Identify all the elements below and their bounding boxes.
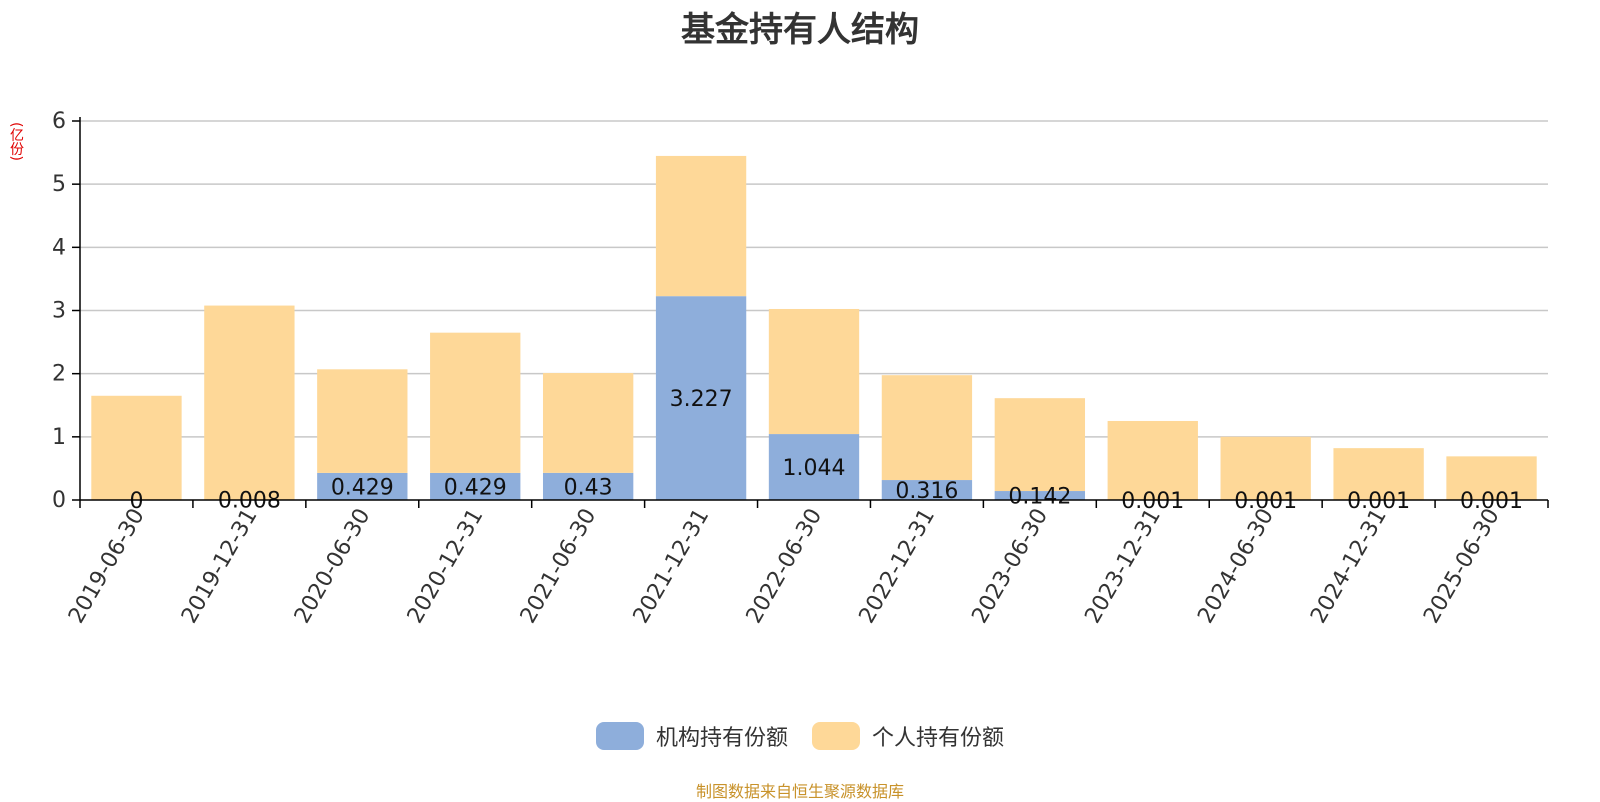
bar-individual-2021-06-30[interactable] — [543, 373, 633, 473]
x-tick-label: 2025-06-30 — [1419, 505, 1505, 628]
bar-individual-2019-06-30[interactable] — [91, 396, 181, 500]
x-tick-label: 2023-06-30 — [967, 505, 1053, 628]
bar-individual-2021-12-31[interactable] — [656, 156, 746, 296]
legend-item-institutional[interactable]: 机构持有份额 — [596, 720, 788, 752]
x-tick-label: 2020-12-31 — [403, 505, 489, 628]
data-label-institutional-2020-12-31: 0.429 — [444, 475, 507, 500]
legend-label-individual: 个人持有份额 — [872, 720, 1004, 752]
data-label-institutional-2021-12-31: 3.227 — [670, 387, 733, 412]
x-tick-label: 2021-12-31 — [629, 505, 715, 628]
data-label-institutional-2023-06-30: 0.142 — [1008, 485, 1071, 510]
legend-label-institutional: 机构持有份额 — [656, 720, 788, 752]
legend-swatch-individual — [812, 722, 860, 750]
x-tick-label: 2019-06-30 — [64, 505, 150, 628]
bar-individual-2019-12-31[interactable] — [204, 306, 294, 500]
bar-individual-2023-06-30[interactable] — [995, 398, 1085, 491]
legend-swatch-institutional — [596, 722, 644, 750]
legend-item-individual[interactable]: 个人持有份额 — [812, 720, 1004, 752]
bar-individual-2020-06-30[interactable] — [317, 369, 407, 473]
data-label-institutional-2020-06-30: 0.429 — [331, 475, 394, 500]
x-tick-label: 2019-12-31 — [177, 505, 263, 628]
data-label-institutional-2022-06-30: 1.044 — [783, 456, 846, 481]
y-tick-label: 5 — [52, 172, 66, 197]
x-tick-label: 2023-12-31 — [1080, 505, 1166, 628]
data-label-institutional-2021-06-30: 0.43 — [564, 475, 613, 500]
x-tick-label: 2021-06-30 — [516, 505, 602, 628]
bar-individual-2020-12-31[interactable] — [430, 333, 520, 473]
y-tick-label: 0 — [52, 488, 66, 513]
x-tick-label: 2024-12-31 — [1306, 505, 1392, 628]
x-tick-label: 2020-06-30 — [290, 505, 376, 628]
y-tick-label: 4 — [52, 235, 66, 260]
y-tick-label: 2 — [52, 362, 66, 387]
bar-individual-2022-12-31[interactable] — [882, 375, 972, 480]
y-tick-label: 3 — [52, 299, 66, 324]
y-tick-label: 1 — [52, 425, 66, 450]
x-tick-label: 2022-12-31 — [855, 505, 941, 628]
x-tick-label: 2022-06-30 — [742, 505, 828, 628]
source-note: 制图数据来自恒生聚源数据库 — [0, 778, 1600, 802]
x-tick-label: 2024-06-30 — [1193, 505, 1279, 628]
legend: 机构持有份额 个人持有份额 — [0, 720, 1600, 752]
y-tick-label: 6 — [52, 109, 66, 134]
bar-individual-2022-06-30[interactable] — [769, 309, 859, 434]
